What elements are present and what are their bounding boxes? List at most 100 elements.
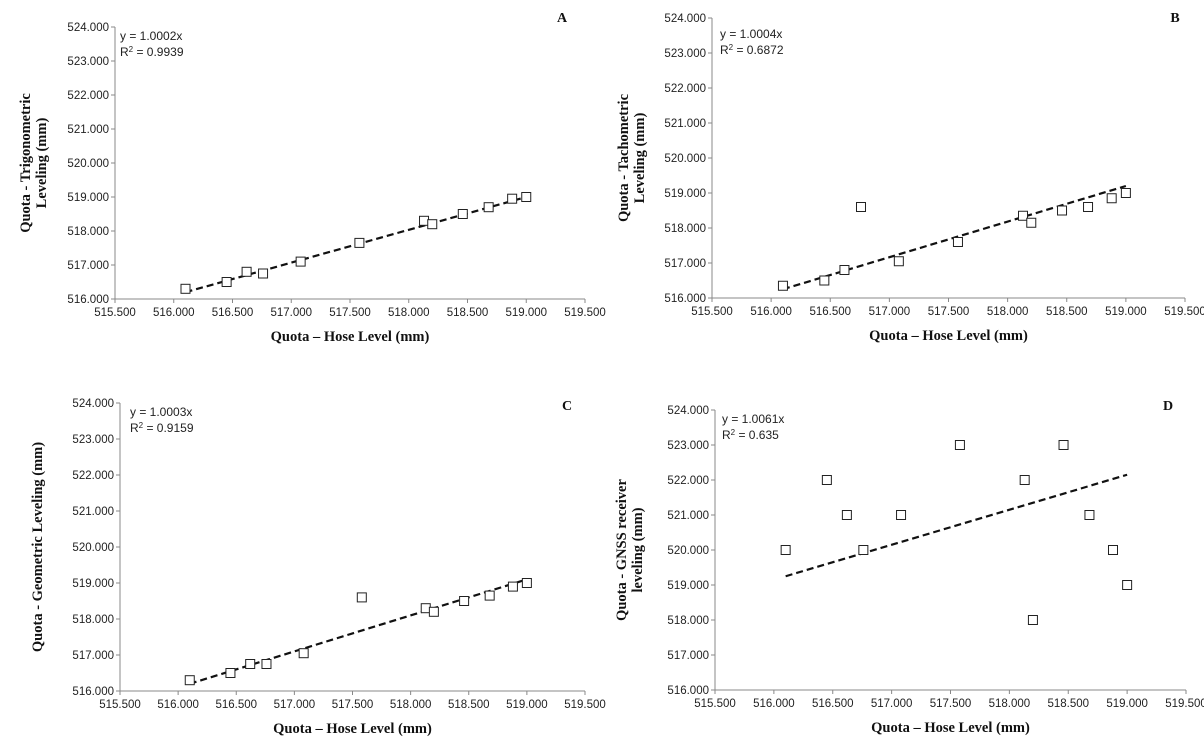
y-axis-title: Quota - Tachometric — [616, 93, 632, 222]
x-axis-title: Quota – Hose Level (mm) — [271, 329, 430, 345]
data-point — [521, 192, 532, 202]
data-point — [507, 581, 518, 592]
chart-panel-a: 516.000 517.000 518.000 519.000 520.000 521.0… — [18, 11, 606, 345]
y-axis-title: Leveling (mm) — [632, 113, 648, 204]
chart-panel-b: 516.000 517.000 518.000 519.000 520.000 521.0… — [616, 11, 1204, 344]
r-squared-value: = 0.635 — [735, 428, 779, 442]
data-point — [777, 280, 788, 291]
data-point — [855, 202, 866, 212]
y-tick-label: 516.000 — [72, 686, 114, 698]
x-tick-label: 519.000 — [1105, 306, 1147, 318]
data-point — [1106, 193, 1117, 204]
y-tick-label: 517.000 — [72, 650, 114, 662]
x-tick-label: 516.500 — [212, 307, 254, 319]
y-tick-label: 524.000 — [667, 405, 709, 417]
data-point — [954, 440, 965, 450]
panel-label: D — [1163, 399, 1173, 414]
x-tick-label: 518.000 — [390, 699, 432, 711]
data-point — [184, 675, 195, 686]
y-tick-label: 522.000 — [667, 475, 709, 487]
x-tick-label: 517.000 — [274, 699, 316, 711]
data-point — [483, 202, 494, 213]
data-point — [225, 668, 236, 678]
y-tick-label: 520.000 — [667, 545, 709, 557]
y-tick-label: 519.000 — [667, 580, 709, 592]
data-point — [484, 590, 495, 601]
x-tick-label: 516.000 — [157, 699, 199, 711]
trendline — [785, 473, 1128, 578]
x-tick-label: 515.500 — [691, 306, 733, 318]
data-point — [839, 265, 850, 275]
data-point — [1017, 210, 1028, 221]
x-tick-label: 516.000 — [753, 698, 795, 710]
data-point — [1120, 188, 1131, 198]
y-tick-label: 516.000 — [667, 685, 709, 697]
data-point — [241, 266, 252, 277]
panel-label: A — [557, 11, 568, 26]
x-axis-title: Quota – Hose Level (mm) — [273, 721, 432, 737]
data-point — [1057, 205, 1068, 216]
y-axis-title: Leveling (mm) — [34, 118, 50, 209]
y-tick-label: 517.000 — [664, 258, 706, 270]
r-squared-superscript: 2 — [729, 43, 734, 52]
data-point — [1058, 440, 1069, 450]
y-tick-label: 523.000 — [667, 440, 709, 452]
x-tick-label: 517.500 — [928, 306, 970, 318]
y-tick-label: 521.000 — [667, 510, 709, 522]
r-squared-superscript: 2 — [129, 45, 134, 54]
y-tick-label: 517.000 — [667, 650, 709, 662]
data-point — [428, 606, 439, 617]
data-point — [258, 268, 269, 279]
data-point — [1027, 615, 1038, 625]
x-tick-label: 515.500 — [694, 698, 736, 710]
y-tick-label: 520.000 — [72, 542, 114, 554]
x-tick-label: 519.000 — [506, 699, 548, 711]
data-point — [356, 592, 367, 603]
data-point — [952, 237, 963, 247]
y-tick-label: 522.000 — [67, 90, 109, 102]
data-point — [298, 648, 309, 659]
x-tick-label: 516.500 — [812, 698, 854, 710]
x-tick-label: 519.500 — [1165, 698, 1204, 710]
x-tick-label: 516.500 — [215, 699, 257, 711]
x-tick-label: 515.500 — [94, 307, 136, 319]
y-tick-label: 518.000 — [72, 614, 114, 626]
x-tick-label: 515.500 — [99, 699, 141, 711]
x-tick-label: 519.500 — [564, 699, 606, 711]
y-tick-label: 521.000 — [67, 124, 109, 136]
y-tick-label: 517.000 — [67, 260, 109, 272]
y-tick-label: 519.000 — [67, 192, 109, 204]
y-tick-label: 520.000 — [664, 153, 706, 165]
data-point — [459, 596, 470, 606]
r-squared-value: = 0.9939 — [133, 45, 184, 59]
x-axis-title: Quota – Hose Level (mm) — [871, 720, 1030, 736]
data-point — [841, 510, 852, 520]
r-squared-value: = 0.9159 — [143, 421, 194, 435]
data-point — [819, 275, 830, 286]
r-squared-superscript: 2 — [139, 421, 144, 430]
data-point — [1083, 202, 1094, 212]
x-tick-label: 518.500 — [1047, 698, 1089, 710]
data-point — [419, 215, 430, 226]
y-axis-title: Quota - Trigonometric — [18, 93, 34, 233]
y-axis-title: leveling (mm) — [630, 507, 646, 592]
trendline-equation: y = 1.0061x — [722, 412, 784, 426]
x-tick-label: 517.000 — [869, 306, 911, 318]
data-point — [821, 475, 832, 485]
data-point — [507, 193, 518, 204]
x-tick-label: 518.000 — [388, 307, 430, 319]
x-tick-label: 519.500 — [564, 307, 606, 319]
x-tick-label: 517.500 — [332, 699, 374, 711]
data-point — [354, 237, 365, 248]
x-tick-label: 516.500 — [809, 306, 851, 318]
y-tick-label: 524.000 — [67, 22, 109, 34]
x-tick-label: 516.000 — [153, 307, 195, 319]
y-tick-label: 522.000 — [664, 83, 706, 95]
data-point — [896, 510, 907, 520]
x-tick-label: 517.500 — [930, 698, 972, 710]
data-point — [221, 277, 232, 287]
y-tick-label: 518.000 — [67, 226, 109, 238]
x-tick-label: 518.000 — [989, 698, 1031, 710]
r-squared-label: R2 = 0.6872 — [720, 43, 784, 57]
